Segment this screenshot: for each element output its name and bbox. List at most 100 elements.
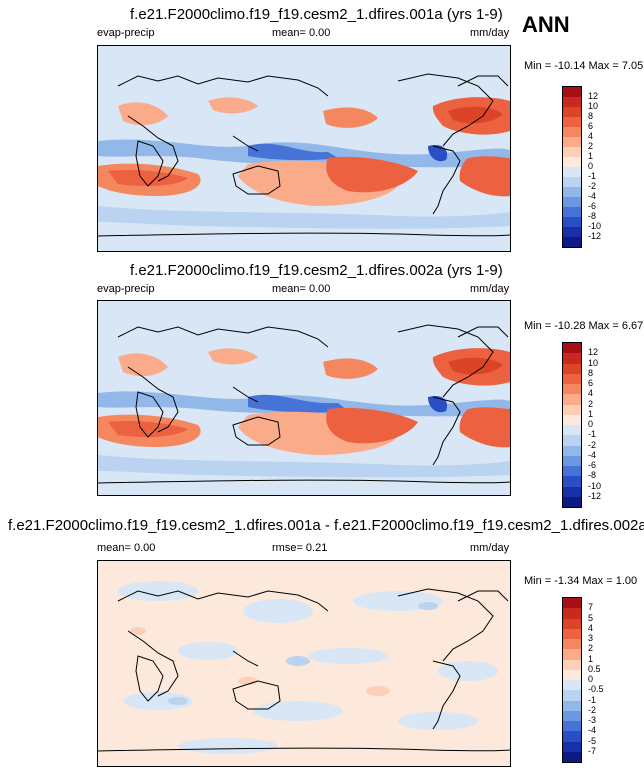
panel2-minmax: Min = -10.28 Max = 6.67 <box>524 320 644 332</box>
colorbar-tick-label: -2 <box>588 181 597 191</box>
colorbar-swatch <box>563 598 581 609</box>
colorbar-tick-label: -10 <box>588 221 602 231</box>
colorbar-swatch <box>563 414 581 425</box>
colorbar-tick-label: -4 <box>588 725 597 736</box>
colorbar-tick-label: 10 <box>588 357 599 368</box>
panel1-colorbar <box>562 86 582 248</box>
colorbar-tick-label: -2 <box>588 439 597 450</box>
colorbar-tick-label: 1 <box>588 151 594 161</box>
colorbar-swatch <box>563 237 581 247</box>
colorbar-swatch <box>563 147 581 157</box>
panel1-map <box>97 45 511 252</box>
panel3-units: mm/day <box>470 542 510 554</box>
colorbar-swatch <box>563 97 581 107</box>
panel3-colorbar <box>562 597 582 763</box>
colorbar-swatch <box>563 751 581 762</box>
colorbar-swatch <box>563 177 581 187</box>
colorbar-swatch <box>563 721 581 732</box>
colorbar-swatch <box>563 466 581 477</box>
colorbar-tick-label: 2 <box>588 141 594 151</box>
panel3-rmse: rmse= 0.21 <box>272 542 328 554</box>
panel2-map <box>97 300 511 496</box>
colorbar-swatch <box>563 137 581 147</box>
colorbar-swatch <box>563 394 581 405</box>
panel1-field <box>98 46 510 251</box>
colorbar-swatch <box>563 404 581 415</box>
colorbar-swatch <box>563 197 581 207</box>
colorbar-tick-label: -12 <box>588 490 602 501</box>
colorbar-tick-label: 4 <box>588 388 594 399</box>
colorbar-tick-label: 4 <box>588 622 594 633</box>
colorbar-tick-label: 2 <box>588 398 594 409</box>
colorbar-swatch <box>563 167 581 177</box>
colorbar-tick-label: 3 <box>588 633 594 643</box>
panel1-variable: evap-precip <box>97 27 155 39</box>
colorbar-swatch <box>563 373 581 384</box>
colorbar-swatch <box>563 731 581 742</box>
colorbar-tick-label: 6 <box>588 121 594 131</box>
colorbar-swatch <box>563 353 581 364</box>
colorbar-swatch <box>563 445 581 456</box>
colorbar-swatch <box>563 363 581 374</box>
colorbar-tick-label: -5 <box>588 735 597 746</box>
colorbar-tick-label: -2 <box>588 704 597 715</box>
colorbar-swatch <box>563 608 581 619</box>
colorbar-swatch <box>563 486 581 497</box>
panel1-minmax: Min = -10.14 Max = 7.05 <box>524 60 644 72</box>
colorbar-tick-label: -10 <box>588 480 602 491</box>
colorbar-swatch <box>563 649 581 660</box>
panel3-title: f.e21.F2000climo.f19_f19.cesm2_1.dfires.… <box>8 517 644 534</box>
colorbar-swatch <box>563 227 581 237</box>
panel2-units: mm/day <box>470 283 510 295</box>
colorbar-tick-label: -1 <box>588 171 597 181</box>
colorbar-swatch <box>563 87 581 97</box>
colorbar-tick-label: -12 <box>588 231 602 241</box>
panel3-map <box>97 560 511 767</box>
colorbar-swatch <box>563 710 581 721</box>
colorbar-swatch <box>563 435 581 446</box>
colorbar-swatch <box>563 157 581 167</box>
colorbar-tick-label: 8 <box>588 367 594 378</box>
colorbar-swatch <box>563 343 581 354</box>
colorbar-swatch <box>563 455 581 466</box>
colorbar-swatch <box>563 496 581 507</box>
colorbar-tick-label: -6 <box>588 201 597 211</box>
panel2-mean: mean= 0.00 <box>272 283 331 295</box>
colorbar-tick-label: 12 <box>588 347 599 358</box>
panel2-variable: evap-precip <box>97 283 155 295</box>
colorbar-swatch <box>563 127 581 137</box>
colorbar-swatch <box>563 639 581 650</box>
colorbar-tick-label: -1 <box>588 694 597 705</box>
panel2-colorbar <box>562 342 582 508</box>
colorbar-tick-label: -6 <box>588 460 597 470</box>
colorbar-swatch <box>563 217 581 227</box>
panel3-minmax: Min = -1.34 Max = 1.00 <box>524 575 638 587</box>
panel3-mean: mean= 0.00 <box>97 542 156 554</box>
colorbar-tick-label: 10 <box>588 101 599 111</box>
colorbar-swatch <box>563 384 581 395</box>
colorbar-swatch <box>563 628 581 639</box>
colorbar-swatch <box>563 741 581 752</box>
colorbar-swatch <box>563 207 581 217</box>
colorbar-swatch <box>563 618 581 629</box>
colorbar-swatch <box>563 690 581 701</box>
colorbar-tick-label: -4 <box>588 191 597 201</box>
colorbar-swatch <box>563 700 581 711</box>
colorbar-swatch <box>563 669 581 680</box>
colorbar-tick-label: 5 <box>588 612 594 623</box>
colorbar-tick-label: -4 <box>588 449 597 460</box>
colorbar-tick-label: -7 <box>588 745 597 756</box>
colorbar-tick-label: -8 <box>588 211 597 221</box>
colorbar-swatch <box>563 425 581 436</box>
colorbar-tick-label: 0 <box>588 161 594 171</box>
colorbar-tick-label: 8 <box>588 111 594 121</box>
colorbar-tick-label: -0.5 <box>588 684 604 695</box>
colorbar-swatch <box>563 680 581 691</box>
panel3-field <box>98 561 510 766</box>
colorbar-tick-label: 1 <box>588 653 594 664</box>
colorbar-tick-label: 12 <box>588 91 599 101</box>
colorbar-swatch <box>563 476 581 487</box>
colorbar-tick-label: 0 <box>588 419 594 429</box>
colorbar-tick-label: 2 <box>588 643 594 654</box>
colorbar-tick-label: 6 <box>588 378 594 388</box>
